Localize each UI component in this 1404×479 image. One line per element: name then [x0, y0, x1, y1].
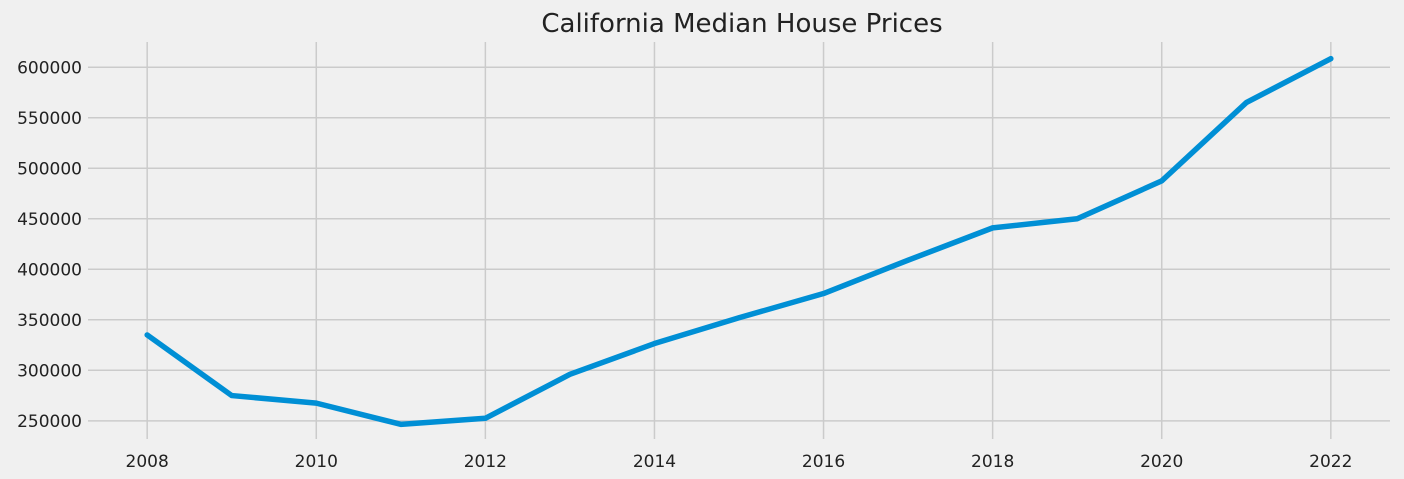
y-tick-label: 500000: [17, 159, 82, 179]
x-tick-label: 2014: [633, 452, 676, 472]
y-tick-label: 550000: [17, 109, 82, 129]
x-tick-label: 2008: [126, 452, 169, 472]
data-point: [821, 291, 827, 297]
data-point: [229, 393, 235, 399]
data-point: [144, 332, 150, 338]
data-point: [1328, 56, 1334, 62]
x-tick-label: 2022: [1309, 452, 1352, 472]
x-tick-label: 2012: [464, 452, 507, 472]
data-point: [990, 225, 996, 231]
data-point: [1074, 216, 1080, 222]
data-point: [567, 371, 573, 377]
x-tick-label: 2020: [1140, 452, 1183, 472]
y-tick-label: 350000: [17, 311, 82, 331]
data-point: [736, 315, 742, 321]
y-tick-label: 300000: [17, 361, 82, 381]
x-tick-label: 2010: [295, 452, 338, 472]
data-point: [1243, 100, 1249, 106]
data-point: [905, 257, 911, 263]
data-point: [313, 400, 319, 406]
y-tick-label: 450000: [17, 210, 82, 230]
y-axis-ticks: 250000 300000 350000 400000 450000 500000 5500…: [17, 58, 82, 432]
series-layer: [144, 55, 1334, 428]
x-axis-ticks: 2008 2010 2012 2014 2016 2018 2020 2022: [126, 452, 1353, 472]
x-tick-label: 2018: [971, 452, 1014, 472]
x-tick-label: 2016: [802, 452, 845, 472]
grid: [88, 42, 1390, 439]
data-point: [651, 341, 657, 347]
data-point: [398, 421, 404, 427]
y-tick-label: 250000: [17, 412, 82, 432]
y-tick-label: 600000: [17, 58, 82, 78]
y-tick-label: 400000: [17, 260, 82, 280]
data-point: [482, 415, 488, 421]
data-point: [1159, 178, 1165, 184]
series-line: [144, 55, 1334, 428]
chart-title: California Median House Prices: [541, 9, 942, 39]
